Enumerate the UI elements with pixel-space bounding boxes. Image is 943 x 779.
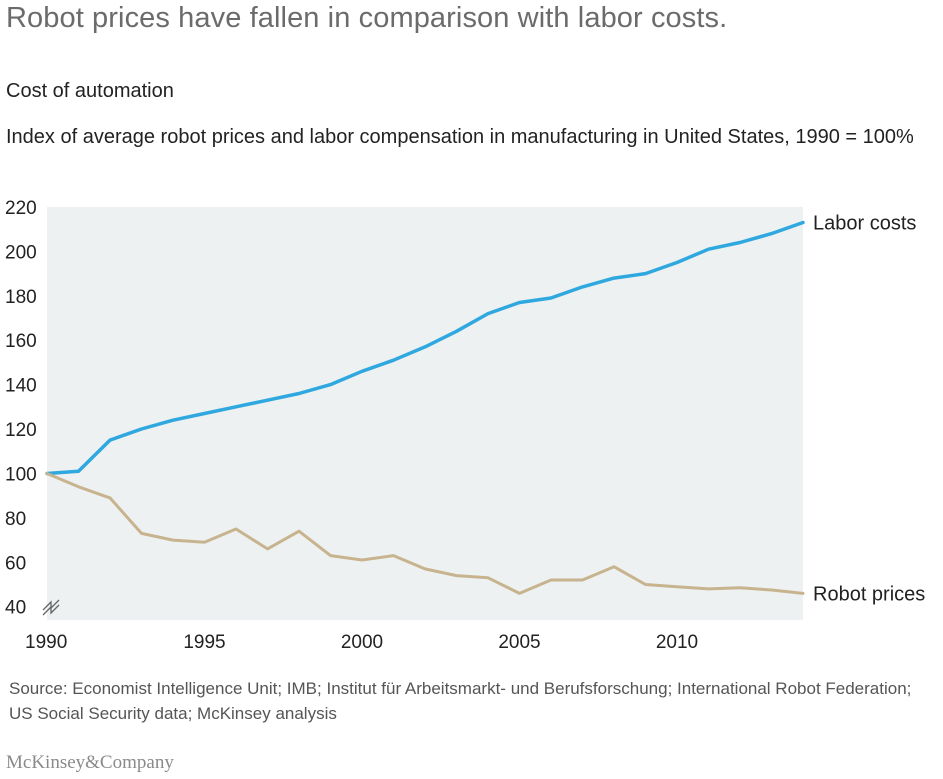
x-tick-label: 2005 bbox=[498, 632, 540, 653]
x-tick-label: 1995 bbox=[183, 632, 225, 653]
y-tick-label: 100 bbox=[5, 464, 37, 485]
x-tick-label: 2000 bbox=[341, 632, 383, 653]
series-label-0: Labor costs bbox=[813, 213, 916, 235]
x-tick-label: 1990 bbox=[25, 632, 67, 653]
y-tick-label: 160 bbox=[5, 331, 37, 352]
x-tick-label: 2010 bbox=[656, 632, 698, 653]
line-chart: 40 60 80 100 120 140 160 180 200 220 1990 1995 2000 2… bbox=[5, 198, 925, 653]
series-line-1 bbox=[45, 472, 805, 595]
plot-background bbox=[47, 207, 803, 620]
y-tick-label: 200 bbox=[5, 242, 37, 263]
page-title: Robot prices have fallen in comparison w… bbox=[6, 2, 728, 34]
axis-break-icon bbox=[42, 604, 60, 616]
y-tick-label: 140 bbox=[5, 376, 37, 397]
y-tick-label: 40 bbox=[5, 598, 26, 619]
axis-break-icon bbox=[42, 599, 60, 611]
chart-subtitle: Cost of automation bbox=[6, 80, 174, 102]
y-tick-label: 120 bbox=[5, 420, 37, 441]
series-line-0 bbox=[45, 220, 805, 476]
chart-description: Index of average robot prices and labor … bbox=[6, 126, 914, 148]
y-tick-label: 60 bbox=[5, 553, 26, 574]
y-tick-label: 220 bbox=[5, 198, 37, 219]
source-note: Source: Economist Intelligence Unit; IMB… bbox=[9, 679, 912, 723]
series-label-1: Robot prices bbox=[813, 583, 925, 605]
y-tick-label: 80 bbox=[5, 509, 26, 530]
y-tick-label: 180 bbox=[5, 287, 37, 308]
brand-logo: McKinsey&Company bbox=[6, 752, 174, 773]
